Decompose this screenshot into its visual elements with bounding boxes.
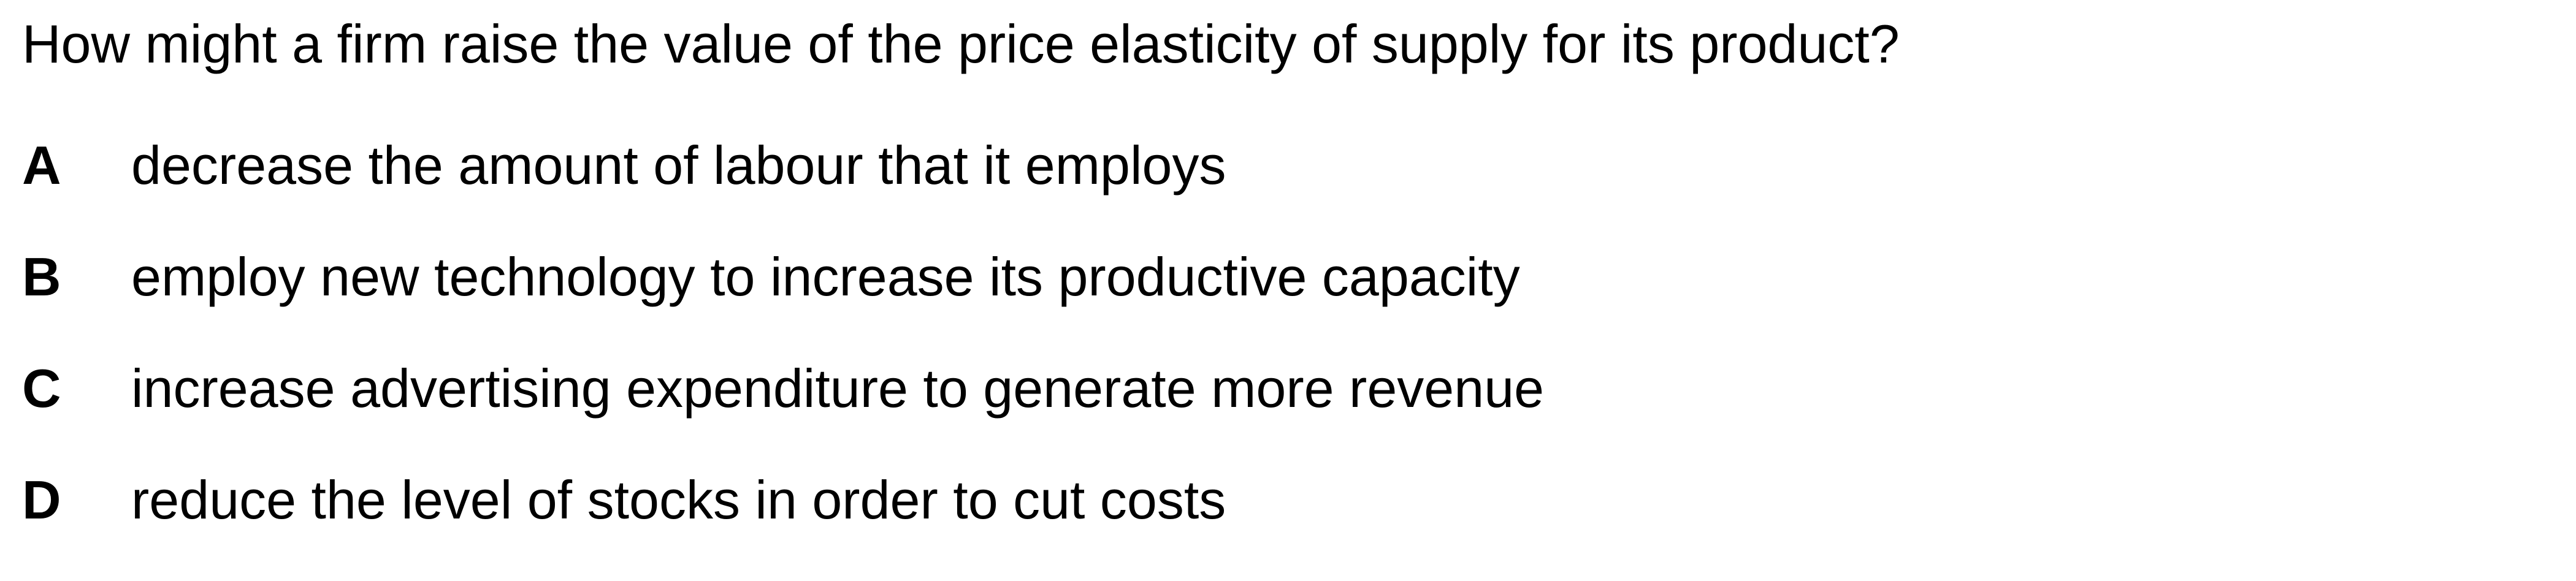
answer-options: A decrease the amount of labour that it … [22,135,2536,581]
option-letter: A [22,135,61,196]
option-text: increase advertising expenditure to gene… [131,358,1545,419]
question-text: How might a firm raise the value of the … [22,13,1900,74]
option-letter: B [22,246,61,307]
option-letter: C [22,358,61,419]
option-c: C increase advertising expenditure to ge… [22,358,2536,469]
option-text: reduce the level of stocks in order to c… [131,469,1226,530]
option-text: employ new technology to increase its pr… [131,246,1520,307]
option-letter: D [22,469,61,530]
option-text: decrease the amount of labour that it em… [131,135,1226,196]
option-a: A decrease the amount of labour that it … [22,135,2536,246]
option-b: B employ new technology to increase its … [22,246,2536,358]
option-d: D reduce the level of stocks in order to… [22,469,2536,581]
